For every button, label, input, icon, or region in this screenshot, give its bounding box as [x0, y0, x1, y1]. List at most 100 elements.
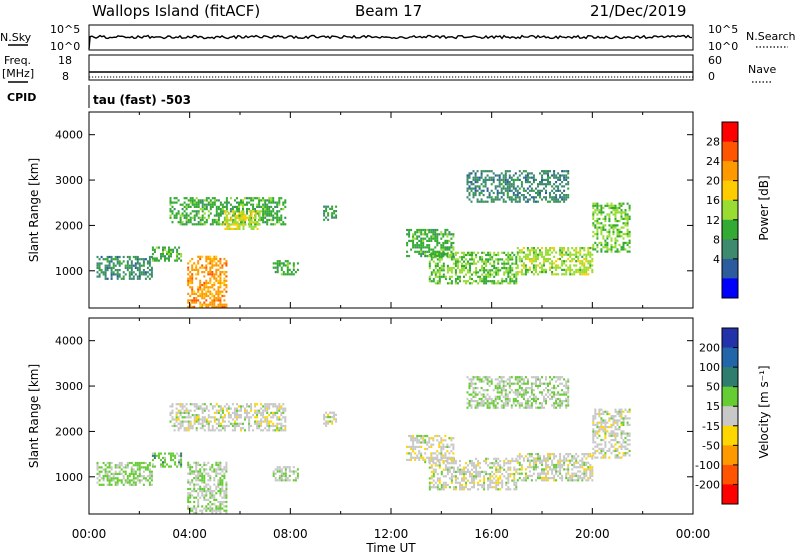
- data-cell: [526, 174, 529, 177]
- data-cell: [203, 485, 206, 488]
- data-cell: [225, 505, 228, 508]
- data-cell: [262, 221, 265, 224]
- data-cell: [219, 203, 222, 206]
- data-cell: [473, 470, 475, 473]
- data-cell: [583, 273, 586, 276]
- data-cell: [592, 430, 595, 433]
- data-cell: [209, 303, 212, 306]
- data-cell: [162, 246, 164, 249]
- data-cell: [284, 273, 287, 276]
- data-cell: [508, 181, 511, 184]
- data-cell: [290, 271, 293, 274]
- data-cell: [215, 463, 218, 467]
- data-cell: [488, 176, 491, 179]
- data-cell: [424, 237, 427, 240]
- data-cell: [112, 264, 115, 267]
- data-cell: [201, 477, 204, 480]
- data-cell: [470, 200, 473, 203]
- data-cell: [549, 176, 551, 179]
- data-cell: [168, 250, 170, 253]
- data-cell: [515, 488, 518, 491]
- data-cell: [602, 454, 605, 457]
- data-cell: [189, 466, 192, 469]
- data-cell: [209, 281, 212, 285]
- data-cell: [221, 271, 224, 274]
- data-cell: [535, 255, 537, 258]
- data-cell: [258, 219, 261, 222]
- data-cell: [539, 253, 541, 256]
- data-cell: [589, 266, 592, 269]
- data-cell: [539, 378, 541, 381]
- data-cell: [229, 208, 232, 211]
- data-cell: [242, 210, 245, 213]
- data-cell: [444, 452, 447, 455]
- data-cell: [487, 486, 490, 489]
- data-cell: [522, 397, 525, 401]
- data-cell: [175, 403, 178, 406]
- data-cell: [180, 253, 183, 256]
- data-cell: [485, 277, 488, 281]
- data-cell: [530, 474, 533, 477]
- data-cell: [489, 273, 492, 276]
- data-cell: [589, 474, 592, 477]
- data-cell: [526, 200, 529, 203]
- data-cell: [535, 271, 537, 274]
- data-cell: [620, 410, 623, 413]
- data-cell: [242, 223, 245, 226]
- data-cell: [231, 218, 234, 222]
- data-cell: [148, 475, 151, 478]
- data-cell: [541, 391, 543, 394]
- data-cell: [600, 243, 603, 247]
- data-cell: [579, 247, 582, 250]
- data-cell: [114, 464, 117, 467]
- data-cell: [221, 416, 224, 419]
- data-cell: [227, 411, 230, 414]
- data-cell: [203, 496, 206, 499]
- data-cell: [551, 264, 554, 267]
- data-cell: [563, 455, 566, 458]
- data-cell: [557, 185, 560, 188]
- data-cell: [176, 255, 179, 258]
- data-cell: [223, 496, 226, 499]
- data-cell: [118, 273, 121, 276]
- data-cell: [467, 260, 469, 263]
- data-cell: [197, 487, 200, 491]
- data-cell: [491, 470, 494, 473]
- data-cell: [465, 262, 467, 265]
- data-cell: [480, 191, 483, 195]
- data-cell: [150, 266, 153, 269]
- data-cell: [215, 223, 218, 226]
- data-cell: [499, 475, 502, 478]
- data-cell: [581, 271, 584, 274]
- data-cell: [448, 445, 451, 448]
- data-cell: [434, 250, 437, 253]
- data-cell: [176, 257, 179, 260]
- data-cell: [549, 268, 551, 271]
- data-cell: [130, 273, 133, 276]
- data-cell: [175, 424, 178, 428]
- data-cell: [96, 464, 99, 467]
- data-cell: [185, 403, 188, 406]
- data-cell: [136, 275, 139, 278]
- data-cell: [146, 468, 149, 471]
- data-cell: [256, 416, 259, 419]
- data-cell: [177, 429, 180, 432]
- data-cell: [516, 251, 519, 254]
- data-cell: [246, 203, 248, 206]
- data-cell: [211, 494, 214, 497]
- data-cell: [120, 464, 123, 467]
- data-cell: [497, 260, 500, 263]
- data-cell: [488, 404, 491, 407]
- data-cell: [495, 486, 498, 489]
- data-cell: [128, 266, 131, 269]
- data-cell: [205, 203, 208, 206]
- data-cell: [553, 395, 556, 398]
- data-cell: [522, 273, 525, 276]
- data-cell: [541, 271, 543, 274]
- data-cell: [454, 264, 457, 267]
- data-cell: [444, 468, 447, 471]
- data-cell: [172, 459, 175, 462]
- data-cell: [518, 260, 521, 263]
- data-cell: [282, 221, 285, 224]
- data-cell: [543, 257, 545, 261]
